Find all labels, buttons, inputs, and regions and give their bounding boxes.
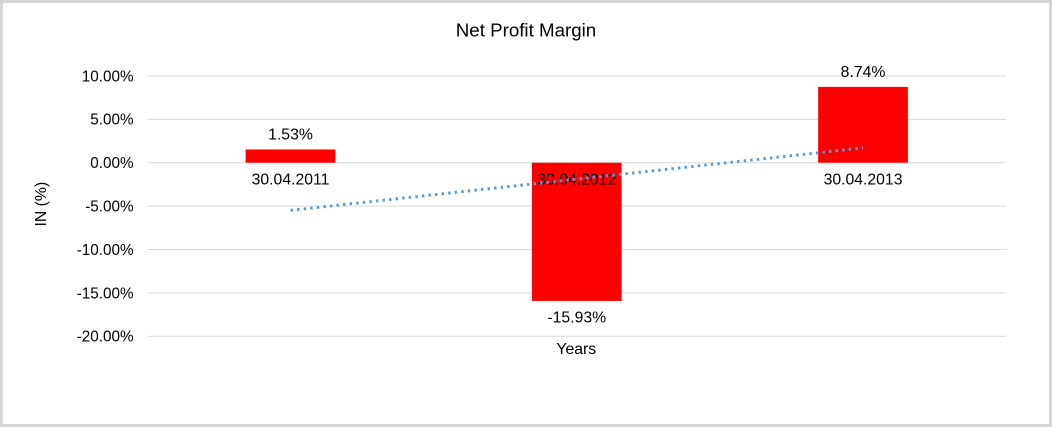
y-tick-label: 0.00% [90, 155, 134, 172]
y-tick-label: -20.00% [77, 329, 134, 346]
y-tick-label: -10.00% [77, 242, 134, 259]
data-label: 8.74% [841, 64, 886, 81]
data-label: 1.53% [268, 127, 313, 144]
data-labels: 1.53% -15.93% 8.74% [268, 64, 885, 327]
data-label: -15.93% [547, 310, 606, 327]
category-axis-labels: 30.04.2011 30.04.2012 30.04.2013 [252, 171, 903, 188]
x-axis-title: Years [556, 341, 596, 358]
chart-canvas: 30.04.2011 30.04.2012 30.04.2013 1.53% -15.… [33, 20, 1007, 358]
category-label: 30.04.2012 [537, 171, 616, 188]
bar [818, 86, 908, 163]
y-tick-label: 10.00% [82, 68, 134, 85]
y-tick-label: -15.00% [77, 285, 134, 302]
bar [531, 162, 622, 301]
bar-series [245, 86, 908, 301]
y-axis-title: IN (%) [33, 182, 50, 227]
y-axis-tick-labels: 10.00% 5.00% 0.00% -5.00% -10.00% -15.00% -20.… [77, 68, 134, 345]
bar [245, 149, 336, 163]
y-tick-label: 5.00% [90, 112, 134, 129]
y-tick-label: -5.00% [85, 199, 134, 216]
category-label: 30.04.2011 [252, 171, 330, 188]
category-label: 30.04.2013 [824, 171, 903, 188]
chart-title: Net Profit Margin [456, 20, 596, 41]
